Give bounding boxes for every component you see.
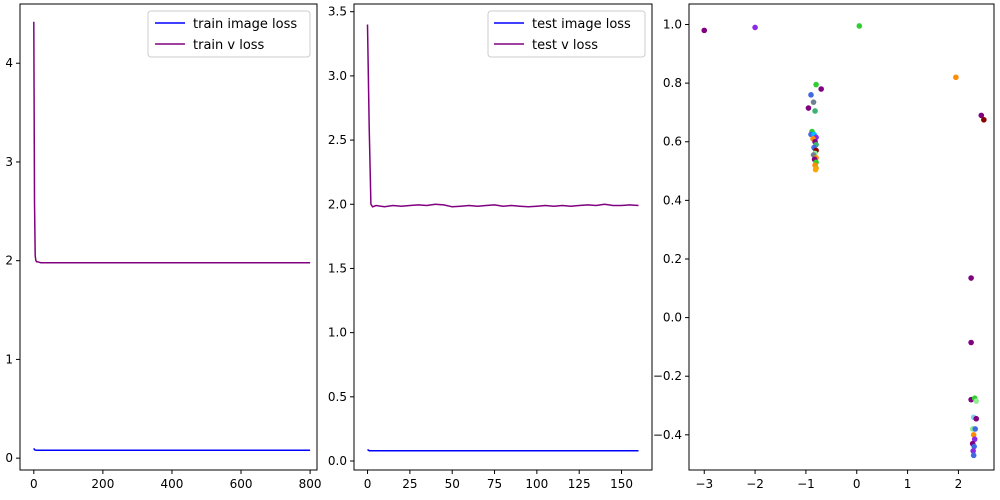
scatter-point: [810, 99, 817, 105]
scatter-point: [973, 398, 980, 404]
y-tick-label: 3: [5, 155, 13, 169]
y-tick-label: 0.0: [663, 311, 682, 325]
y-tick-label: 2.0: [328, 197, 347, 211]
series-lines: [366, 24, 639, 452]
x-tick-label: 200: [91, 477, 114, 491]
x-tick-label: 400: [161, 477, 184, 491]
y-tick-label: −0.4: [653, 428, 682, 442]
y-tick-label: 1.0: [663, 18, 682, 32]
y-tick-label: −0.2: [653, 369, 682, 383]
series-line-train-v-loss: [33, 21, 311, 264]
x-tick-label: 50: [445, 477, 460, 491]
scatter-point: [968, 275, 974, 281]
y-tick-label: 0.5: [328, 390, 347, 404]
x-tick-label: −1: [797, 477, 815, 491]
scatter-point: [752, 24, 758, 31]
legend-label-test-v-loss: test v loss: [532, 38, 598, 53]
scatter-point: [953, 74, 959, 81]
y-tick-label: 0.6: [663, 135, 682, 149]
y-tick-label: 4: [5, 56, 13, 70]
x-tick-label: 0: [853, 477, 861, 491]
y-tick-label: 1.5: [328, 261, 347, 275]
scatter-point: [813, 81, 819, 88]
scatter-point: [970, 432, 977, 438]
scatter-point: [973, 415, 980, 422]
scatter-point: [978, 112, 985, 119]
scatter-point: [971, 443, 977, 450]
embedding-scatter-panel: −3 −2 −1 0 1 2 −0.4 −0.2 0.0 0.2 0.4 0.6 0.8 1.0: [653, 3, 995, 491]
x-ticks: 0 200 400 600 800: [30, 470, 322, 491]
scatter-point: [970, 448, 976, 454]
scatter-point: [856, 23, 863, 29]
y-tick-label: 0.0: [328, 454, 347, 468]
y-tick-label: 3.5: [328, 5, 347, 19]
y-tick-label: 0.2: [663, 252, 682, 266]
y-tick-label: 0.8: [663, 76, 682, 90]
y-ticks: 0.0 0.5 1.0 1.5 2.0 2.5 3.0 3.5: [328, 5, 354, 468]
x-tick-label: 600: [230, 477, 253, 491]
y-tick-label: 2: [5, 254, 13, 268]
x-ticks: 0 25 50 75 100 125 150: [364, 470, 633, 491]
x-tick-label: 800: [299, 477, 322, 491]
x-tick-label: 0: [364, 477, 372, 491]
x-tick-label: 150: [610, 477, 633, 491]
x-tick-label: 0: [30, 477, 38, 491]
legend-label-test-image-loss: test image loss: [532, 17, 631, 32]
x-tick-label: 75: [487, 477, 502, 491]
scatter-point: [968, 339, 974, 346]
scatter-point: [970, 452, 977, 459]
x-tick-label: 1: [904, 477, 912, 491]
scatter-points: [701, 23, 987, 459]
x-tick-label: −3: [695, 477, 713, 491]
scatter-point: [971, 436, 978, 443]
legend-label-train-image-loss: train image loss: [193, 17, 297, 32]
series-line-test-image-loss: [367, 448, 639, 452]
scatter-point: [812, 166, 819, 173]
scatter-point: [981, 116, 987, 123]
y-tick-label: 1.0: [328, 326, 347, 340]
y-tick-label: 3.0: [328, 69, 347, 83]
y-tick-label: 1: [5, 352, 13, 366]
plot-frame: [19, 3, 318, 471]
scatter-point: [972, 426, 978, 432]
y-tick-label: 0.4: [663, 193, 682, 207]
x-ticks: −3 −2 −1 0 1 2: [695, 470, 962, 491]
legend: train image loss train v loss: [147, 10, 311, 58]
x-tick-label: −2: [746, 477, 764, 491]
y-ticks: −0.4 −0.2 0.0 0.2 0.4 0.6 0.8 1.0: [653, 18, 689, 442]
series-lines: [33, 21, 311, 452]
legend: test image loss test v loss: [487, 10, 646, 58]
y-tick-label: 0: [5, 451, 13, 465]
series-line-test-v-loss: [366, 24, 639, 208]
scatter-point: [701, 27, 708, 34]
x-tick-label: 2: [955, 477, 963, 491]
scatter-point: [812, 108, 818, 114]
legend-label-train-v-loss: train v loss: [193, 38, 265, 53]
plot-frame: [353, 3, 653, 471]
plot-frame: [688, 3, 995, 471]
x-tick-label: 25: [402, 477, 417, 491]
series-line-train-image-loss: [33, 447, 311, 452]
legend-box: [147, 10, 311, 58]
test-loss-panel: 0 25 50 75 100 125 150 0.0 0.5 1.0 1.5 2.0 2.5 3.0 3.…: [328, 3, 653, 491]
scatter-point: [818, 86, 824, 92]
train-loss-panel: 0 200 400 600 800 0 1 2 3 4 train image loss tra…: [5, 3, 322, 491]
x-tick-label: 100: [525, 477, 548, 491]
scatter-point: [808, 92, 814, 98]
y-ticks: 0 1 2 3 4: [5, 56, 20, 465]
legend-box: [487, 10, 646, 58]
y-tick-label: 2.5: [328, 133, 347, 147]
x-tick-label: 125: [568, 477, 591, 491]
scatter-point: [805, 105, 812, 111]
